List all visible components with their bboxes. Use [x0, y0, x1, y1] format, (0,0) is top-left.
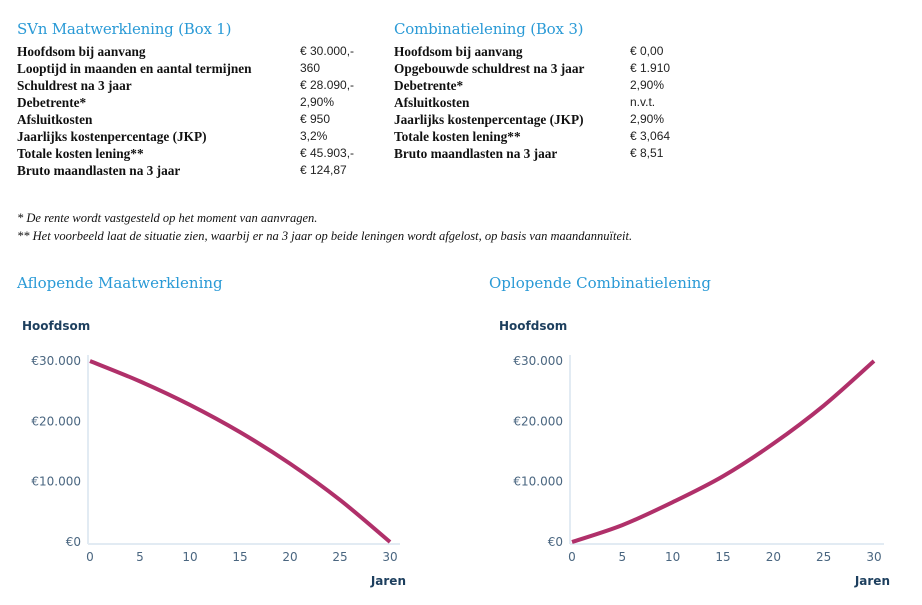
x-tick-label: 5 [136, 550, 144, 564]
x-tick-label: 30 [382, 550, 397, 564]
row-label: Looptijd in maanden en aantal termijnen [17, 61, 252, 76]
row-value: 3,2% [300, 129, 328, 143]
row-label: Opgebouwde schuldrest na 3 jaar [394, 61, 585, 76]
x-tick-label: 20 [282, 550, 297, 564]
row-label: Debetrente* [17, 95, 87, 110]
row-label: Schuldrest na 3 jaar [17, 78, 132, 93]
y-tick-label: €10.000 [513, 475, 563, 489]
row-label: Afsluitkosten [17, 112, 93, 127]
y-tick-label: €0 [66, 535, 81, 549]
x-tick-label: 20 [766, 550, 781, 564]
row-label: Debetrente* [394, 78, 464, 93]
row-value: € 124,87 [300, 163, 347, 177]
row-value: 2,90% [630, 112, 665, 126]
y-axis-label: Hoofdsom [499, 319, 567, 333]
row-value: € 8,51 [630, 146, 664, 160]
box1-row: Jaarlijks kostenpercentage (JKP) 3,2% [17, 128, 382, 145]
box3-row: Jaarlijks kostenpercentage (JKP) 2,90% [394, 111, 714, 128]
row-label: Bruto maandlasten na 3 jaar [17, 163, 181, 178]
row-value: € 0,00 [630, 44, 664, 58]
row-label: Hoofdsom bij aanvang [394, 44, 523, 59]
box3-row: Hoofdsom bij aanvang € 0,00 [394, 43, 714, 60]
series-line [571, 359, 876, 544]
x-axis-label: Jaren [370, 574, 406, 588]
footnote-example: ** Het voorbeeld laat de situatie zien, … [17, 229, 633, 243]
row-label: Hoofdsom bij aanvang [17, 44, 146, 59]
row-value: € 1.910 [630, 61, 671, 75]
x-tick-label: 10 [665, 550, 680, 564]
row-value: € 30.000,- [300, 44, 355, 58]
box1-row: Schuldrest na 3 jaar € 28.090,- [17, 77, 382, 94]
box1-row: Looptijd in maanden en aantal termijnen 3… [17, 60, 382, 77]
y-tick-label: €20.000 [31, 414, 81, 428]
y-tick-label: €30.000 [513, 354, 563, 368]
chart2-title: Oplopende Combinatielening [489, 274, 711, 292]
box3-row: Bruto maandlasten na 3 jaar € 8,51 [394, 145, 714, 162]
row-label: Bruto maandlasten na 3 jaar [394, 146, 558, 161]
box1-title: SVn Maatwerklening (Box 1) [17, 20, 232, 38]
y-tick-label: €30.000 [31, 354, 81, 368]
footnote-rate: * De rente wordt vastgesteld op het mome… [17, 211, 318, 225]
box1-row: Totale kosten lening** € 45.903,- [17, 145, 382, 162]
y-axis-label: Hoofdsom [22, 319, 90, 333]
x-tick-label: 30 [866, 550, 881, 564]
box1-row: Bruto maandlasten na 3 jaar € 124,87 [17, 162, 382, 179]
chart-oplopende: Hoofdsom €30.000 €20.000 €10.000 €0 0 5 10 15 20 2… [499, 319, 890, 588]
box3-table: Combinatielening (Box 3) Hoofdsom bij aa… [394, 20, 714, 162]
chart-aflopende: Hoofdsom €30.000 €20.000 €10.000 €0 0 5 10 15 20 2… [22, 319, 406, 588]
x-tick-label: 0 [568, 550, 576, 564]
series-line [89, 359, 392, 544]
row-value: 2,90% [300, 95, 335, 109]
box1-row: Hoofdsom bij aanvang € 30.000,- [17, 43, 382, 60]
row-value: € 950 [300, 112, 331, 126]
row-value: n.v.t. [630, 95, 656, 109]
row-value: 2,90% [630, 78, 665, 92]
x-tick-label: 15 [715, 550, 730, 564]
x-tick-label: 25 [816, 550, 831, 564]
box1-table: SVn Maatwerklening (Box 1) Hoofdsom bij … [17, 20, 382, 179]
box3-row: Afsluitkosten n.v.t. [394, 94, 714, 111]
row-label: Jaarlijks kostenpercentage (JKP) [17, 129, 207, 144]
x-tick-label: 5 [619, 550, 627, 564]
box3-row: Opgebouwde schuldrest na 3 jaar € 1.910 [394, 60, 714, 77]
x-axis-label: Jaren [854, 574, 890, 588]
row-label: Afsluitkosten [394, 95, 470, 110]
chart1-title: Aflopende Maatwerklening [17, 274, 223, 292]
box3-row: Debetrente* 2,90% [394, 77, 714, 94]
row-value: € 28.090,- [300, 78, 355, 92]
x-tick-label: 10 [182, 550, 197, 564]
y-tick-label: €10.000 [31, 475, 81, 489]
box3-title: Combinatielening (Box 3) [394, 20, 584, 38]
box1-row: Debetrente* 2,90% [17, 94, 382, 111]
y-tick-label: €20.000 [513, 414, 563, 428]
row-label: Totale kosten lening** [394, 129, 521, 144]
row-value: € 3,064 [630, 129, 671, 143]
x-tick-label: 0 [86, 550, 94, 564]
footnotes: * De rente wordt vastgesteld op het mome… [17, 209, 632, 245]
row-value: 360 [300, 61, 321, 75]
row-label: Totale kosten lening** [17, 146, 144, 161]
y-tick-label: €0 [548, 535, 563, 549]
row-value: € 45.903,- [300, 146, 355, 160]
box1-row: Afsluitkosten € 950 [17, 111, 382, 128]
row-label: Jaarlijks kostenpercentage (JKP) [394, 112, 584, 127]
x-tick-label: 15 [232, 550, 247, 564]
box3-row: Totale kosten lening** € 3,064 [394, 128, 714, 145]
x-tick-label: 25 [332, 550, 347, 564]
